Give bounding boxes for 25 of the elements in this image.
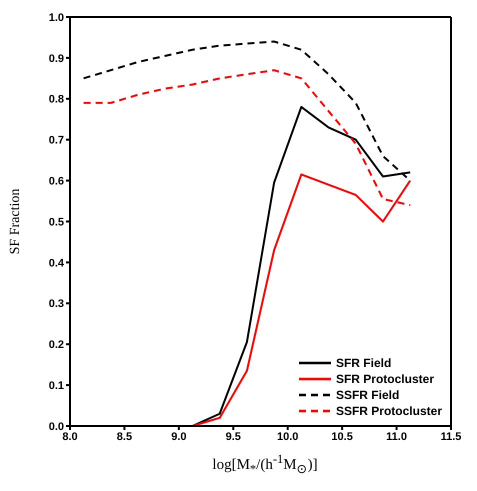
y-tick-label: 0.1 (48, 380, 64, 392)
x-tick-label: 8.0 (62, 430, 78, 443)
y-tick-label: 0.5 (48, 216, 64, 228)
legend-label: SFR Protocluster (336, 372, 434, 386)
y-tick-label: 0.9 (48, 52, 64, 65)
legend-label: SFR Field (336, 356, 392, 370)
legend-label: SSFR Field (336, 388, 400, 402)
x-tick-label: 11.5 (440, 430, 462, 443)
x-axis-title: log[M$_{*}$/(h$^{-1}$M$_{⊙}$)] (211, 452, 319, 477)
y-tick-label: 0.4 (48, 257, 65, 270)
x-tick-label: 11.0 (386, 430, 407, 443)
x-tick-label: 10.0 (277, 430, 298, 443)
y-tick-label: 0.2 (48, 339, 64, 352)
x-tick-label: 10.5 (331, 430, 353, 443)
y-tick-label: 0.3 (48, 298, 64, 310)
y-tick-label: 0.7 (48, 134, 64, 147)
x-tick-label: 9.5 (226, 430, 241, 443)
y-tick-label: 0.6 (48, 176, 64, 188)
y-tick-label: 1.0 (48, 12, 64, 24)
x-tick-label: 9.0 (171, 430, 187, 443)
legend-label: SSFR Protocluster (336, 404, 442, 418)
y-tick-label: 0.0 (48, 420, 64, 433)
y-axis-title: SF Fraction (8, 188, 23, 254)
y-tick-label: 0.8 (48, 94, 64, 106)
x-tick-label: 8.5 (116, 430, 132, 443)
